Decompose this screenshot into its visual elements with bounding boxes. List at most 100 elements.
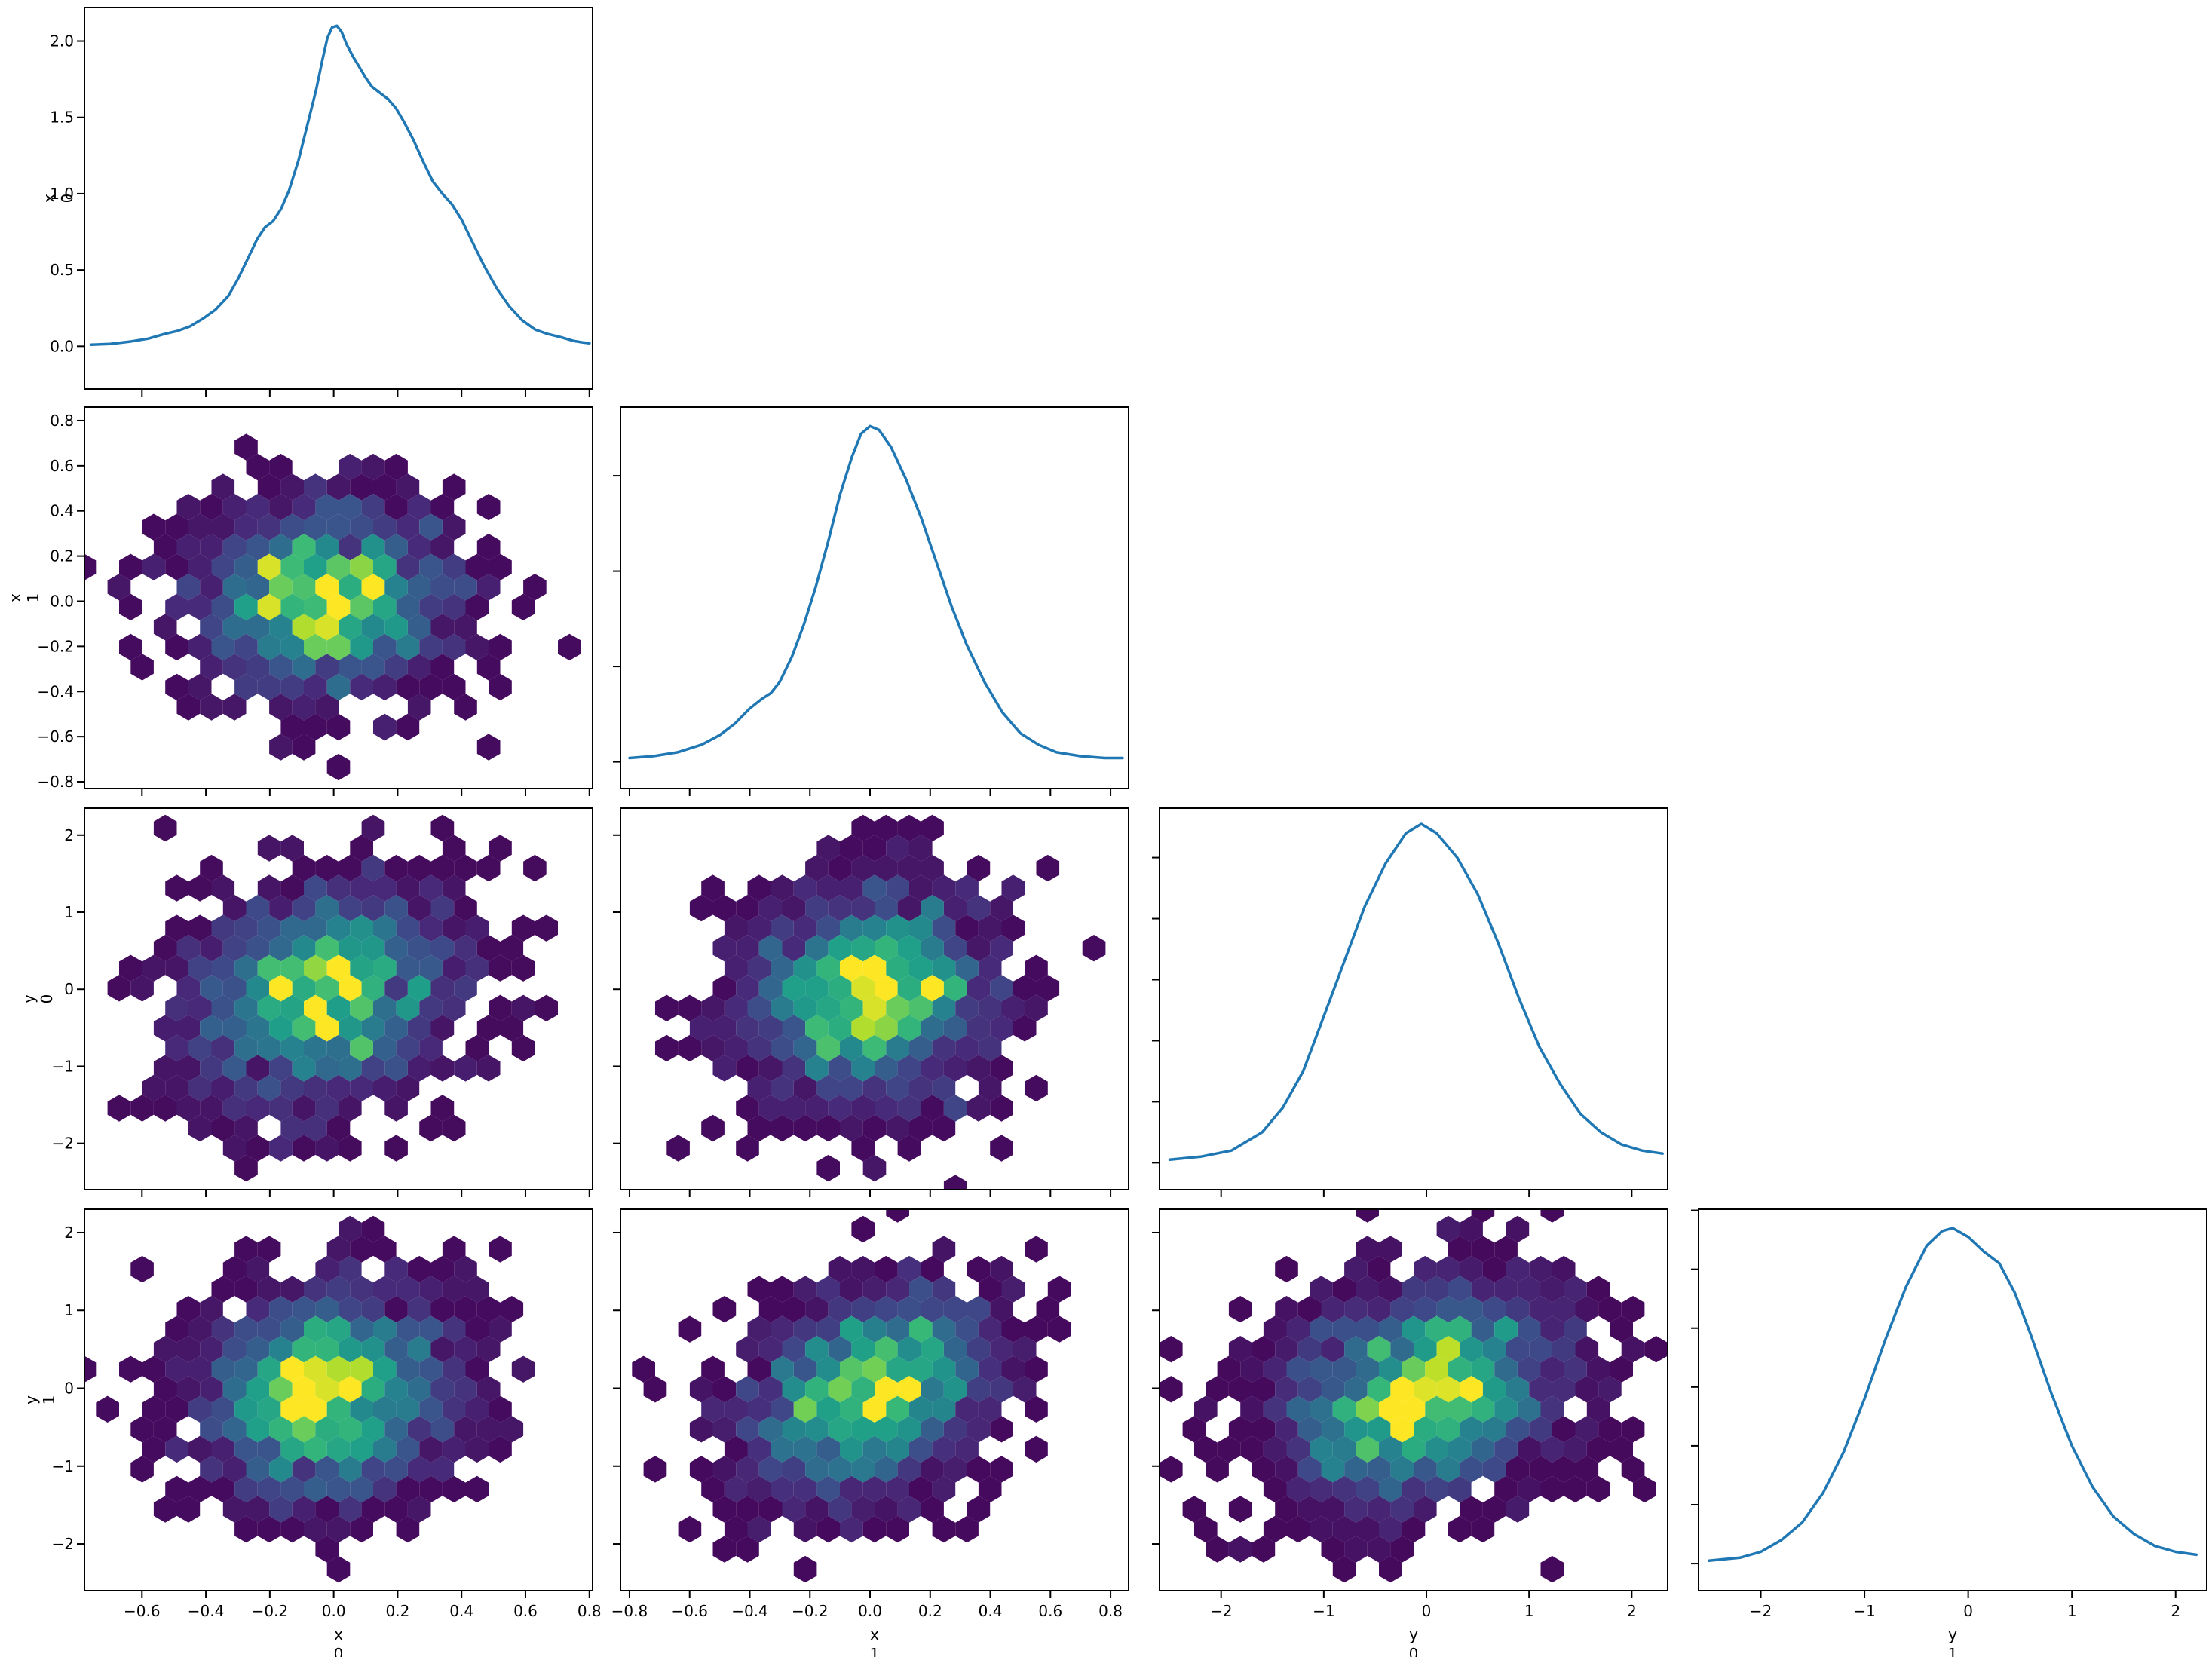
hexbin-cell xyxy=(1228,1336,1252,1363)
hexbin-cell xyxy=(771,874,794,902)
hexbin-cell xyxy=(430,854,455,882)
hexbin-cell xyxy=(1252,1456,1276,1483)
hexbin-cell xyxy=(1036,854,1060,882)
hexbin-cell xyxy=(315,1336,339,1363)
hexbin-cell xyxy=(489,1395,512,1423)
hexbin-cell xyxy=(222,895,247,922)
hexbin-cell xyxy=(1013,1376,1037,1403)
hexbin-cell xyxy=(454,895,477,922)
hexbin-cell xyxy=(909,1114,933,1142)
hexbin-cell xyxy=(1379,1435,1402,1463)
hexbin-cell xyxy=(454,574,477,601)
hexbin-cell xyxy=(326,1276,351,1303)
hexbin-cell xyxy=(805,975,829,1002)
hexbin-cell xyxy=(234,1355,258,1383)
hexbin-cell xyxy=(828,1496,852,1523)
hexbin-cell xyxy=(257,1435,281,1463)
hexbin-cell xyxy=(1228,1296,1252,1323)
hexbin-cell xyxy=(511,994,535,1021)
hexbin-cell xyxy=(315,1015,339,1042)
hexbin-cell xyxy=(257,954,281,982)
hexbin-cell xyxy=(280,713,304,741)
hexbin-cell xyxy=(793,874,817,902)
hexbin-cell xyxy=(1228,1416,1252,1443)
hexbin-cell xyxy=(442,1355,466,1383)
hexbin-cell xyxy=(489,994,512,1021)
hexbin-cell xyxy=(1367,1416,1391,1443)
hexbin-cell xyxy=(558,633,581,661)
hexbin-cell xyxy=(339,935,362,962)
hexbin-cell xyxy=(280,1114,304,1142)
hexbin-cell xyxy=(793,1315,817,1343)
hexbin-cell xyxy=(234,1515,258,1543)
hexbin-cell xyxy=(990,935,1013,962)
hexbin-cell xyxy=(771,1475,794,1503)
hexbin-cell xyxy=(234,1435,258,1463)
hexbin-cell xyxy=(828,1376,852,1403)
hexbin-cell xyxy=(489,1236,512,1263)
x-axis xyxy=(141,1190,590,1197)
subplot-r0c0-kde: 0.0 0.5 1.0 1.5 2.0 x 0 xyxy=(40,7,593,397)
axes-spines xyxy=(1159,807,1668,1190)
hexbin-cell xyxy=(758,935,783,962)
hexbin-cell xyxy=(419,1435,443,1463)
hexbin-cell xyxy=(384,1095,408,1122)
hexbin-cell xyxy=(1414,1296,1437,1323)
hexbin-cell xyxy=(280,553,304,580)
hexbin-cell xyxy=(211,1114,235,1142)
hexbin-cell xyxy=(851,1095,875,1122)
hexbin-cell xyxy=(943,935,967,962)
hexbin-cell xyxy=(967,1255,991,1283)
hexbin-cell xyxy=(828,1336,852,1363)
hexbin-cell xyxy=(130,1095,154,1122)
hexbin-cell xyxy=(269,1336,293,1363)
hexbin-cell xyxy=(407,534,431,561)
hexbin-cell xyxy=(1356,1236,1379,1263)
hexbin-cell xyxy=(1263,1475,1287,1503)
hexbin-cell xyxy=(886,1475,909,1503)
hexbin-cell xyxy=(373,673,397,701)
hexbin-cell xyxy=(724,1475,748,1503)
hexbin-cell xyxy=(1390,1456,1414,1483)
hexbin-cell xyxy=(1564,1355,1587,1383)
hexbin-cell xyxy=(222,1496,247,1523)
hexbin-cell xyxy=(430,1296,455,1323)
hexbin-cell xyxy=(200,1095,223,1122)
hexbin-cell xyxy=(736,1376,759,1403)
hexbin-cell xyxy=(805,1456,829,1483)
hexbin-cell xyxy=(361,453,385,481)
hexbin-cell xyxy=(1517,1355,1541,1383)
hexbin-cell xyxy=(1001,1276,1025,1303)
hexbin-cell xyxy=(211,1435,235,1463)
hexbin-cell xyxy=(805,1015,829,1042)
hexbin-cell xyxy=(269,1015,293,1042)
hexbin-cell xyxy=(782,1336,806,1363)
hexbin-cell xyxy=(200,1336,223,1363)
hexbin-cell xyxy=(1610,1435,1633,1463)
hexbin-cell xyxy=(1414,1496,1437,1523)
y-tick-label: 0.8 xyxy=(50,412,74,430)
hexbin-cell xyxy=(234,1315,258,1343)
hexbin-cell xyxy=(211,1315,235,1343)
hexbin-cell xyxy=(1025,1236,1048,1263)
hexbin-cell xyxy=(396,914,420,942)
hexbin-cell xyxy=(1025,1355,1048,1383)
hexbin-cell xyxy=(1356,1315,1379,1343)
hexbin-cell xyxy=(476,534,501,561)
hexbin-cell xyxy=(862,1515,887,1543)
hexbin-cell xyxy=(384,975,408,1002)
hexbin-cell xyxy=(1436,1255,1460,1283)
y-tick-label: 0.5 xyxy=(50,261,74,279)
hexbin-cell xyxy=(851,975,875,1002)
hexbin-cell xyxy=(304,1515,327,1543)
hexbin-cell xyxy=(384,1376,408,1403)
hexbin-cell xyxy=(454,694,477,721)
hexbin-cell xyxy=(1575,1296,1599,1323)
hexbin-cell xyxy=(1494,1236,1518,1263)
hexbin-cell xyxy=(188,1034,212,1062)
hexbin-cell xyxy=(747,1276,771,1303)
hexbin-cell xyxy=(407,895,431,922)
hexbin-cell xyxy=(840,835,863,862)
hexbin-cell xyxy=(643,1456,667,1483)
hexbin-cell xyxy=(1494,1355,1518,1383)
